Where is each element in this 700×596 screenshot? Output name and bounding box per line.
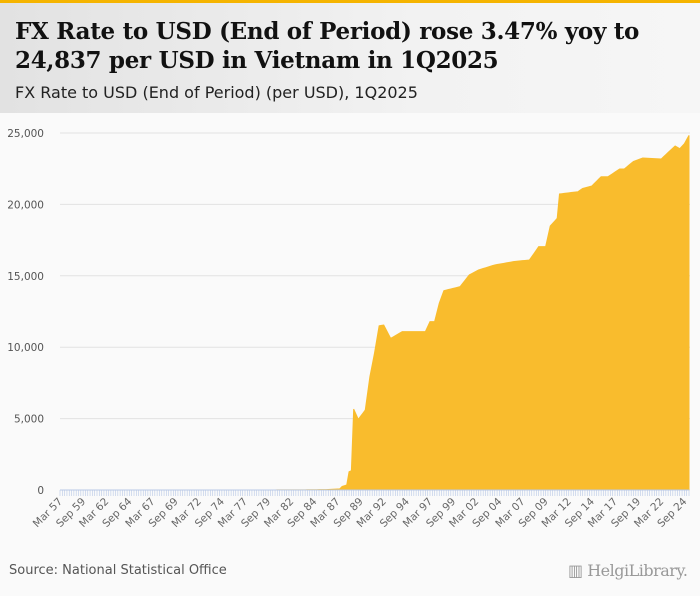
- y-tick-label: 5,000: [14, 414, 44, 426]
- accent-bar: [0, 0, 700, 3]
- area-series: [60, 135, 690, 491]
- y-tick-label: 25,000: [7, 128, 44, 140]
- chart-title: FX Rate to USD (End of Period) rose 3.47…: [15, 18, 640, 74]
- y-tick-label: 20,000: [7, 199, 44, 211]
- y-tick-label: 0: [37, 485, 44, 497]
- chart-subtitle: FX Rate to USD (End of Period) (per USD)…: [15, 83, 418, 102]
- y-tick-label: 10,000: [7, 342, 44, 354]
- y-tick-label: 15,000: [7, 271, 44, 283]
- source-note: Source: National Statistical Office: [9, 563, 227, 578]
- logo-text: HelgiLibrary.: [587, 561, 688, 580]
- logo-icon: ▥: [568, 561, 588, 580]
- helgi-library-logo: ▥ HelgiLibrary.: [568, 561, 688, 580]
- chart-header: FX Rate to USD (End of Period) rose 3.47…: [0, 3, 700, 113]
